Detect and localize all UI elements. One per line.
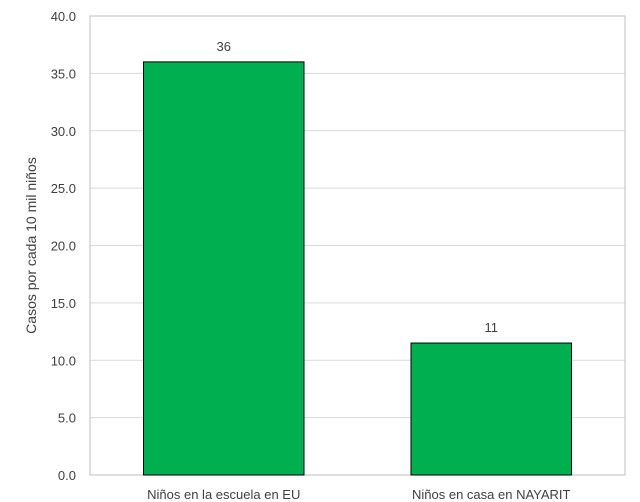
x-axis-category-labels: Niños en la escuela en EU Niños en casa e… (147, 487, 570, 502)
data-labels: 36 11 (217, 39, 498, 335)
x-category-label: Niños en casa en NAYARIT (412, 487, 571, 502)
bars (143, 61, 572, 476)
y-tick-label: 30.0 (51, 124, 76, 139)
data-label: 11 (485, 320, 499, 335)
y-tick-label: 15.0 (51, 296, 76, 311)
y-tick-label: 10.0 (51, 353, 76, 368)
data-label: 36 (217, 39, 231, 54)
y-tick-label: 5.0 (58, 411, 76, 426)
y-tick-label: 25.0 (51, 181, 76, 196)
x-category-label: Niños en la escuela en EU (147, 487, 300, 502)
y-tick-label: 35.0 (51, 66, 76, 81)
bar (410, 342, 572, 476)
y-tick-label: 40.0 (51, 9, 76, 24)
y-tick-label: 20.0 (51, 239, 76, 254)
plot-area-border (89, 15, 626, 476)
bar (143, 61, 305, 476)
y-tick-label: 0.0 (58, 468, 76, 483)
y-axis-tick-labels: 0.0 5.0 10.0 15.0 20.0 25.0 30.0 35.0 40.0 (51, 9, 76, 483)
y-axis-title: Casos por cada 10 mil niños (23, 157, 39, 334)
